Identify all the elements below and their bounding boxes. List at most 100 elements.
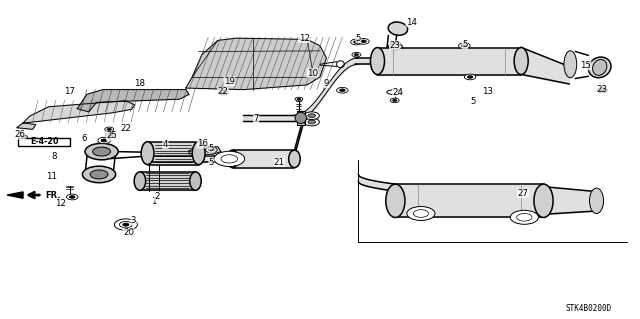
Ellipse shape bbox=[295, 112, 307, 123]
Circle shape bbox=[353, 41, 359, 43]
Text: 5: 5 bbox=[209, 158, 214, 167]
Ellipse shape bbox=[337, 61, 344, 68]
Circle shape bbox=[392, 44, 398, 47]
Circle shape bbox=[600, 89, 605, 92]
Text: FR.: FR. bbox=[45, 190, 61, 200]
Text: 5: 5 bbox=[356, 34, 361, 43]
Text: 25: 25 bbox=[106, 131, 117, 140]
Circle shape bbox=[83, 166, 116, 183]
Circle shape bbox=[101, 139, 108, 142]
FancyBboxPatch shape bbox=[18, 138, 70, 145]
Text: E-4-20: E-4-20 bbox=[30, 137, 58, 146]
Ellipse shape bbox=[134, 172, 146, 190]
Ellipse shape bbox=[189, 172, 201, 190]
Ellipse shape bbox=[593, 59, 607, 75]
Polygon shape bbox=[7, 192, 23, 198]
Circle shape bbox=[467, 76, 473, 78]
Text: 27: 27 bbox=[518, 189, 529, 198]
Circle shape bbox=[19, 135, 28, 139]
Circle shape bbox=[90, 170, 108, 179]
Ellipse shape bbox=[387, 90, 403, 94]
Circle shape bbox=[219, 91, 228, 95]
Text: 12: 12 bbox=[54, 199, 65, 208]
Circle shape bbox=[308, 114, 316, 118]
Circle shape bbox=[413, 210, 429, 217]
Text: 14: 14 bbox=[406, 18, 417, 27]
Text: 13: 13 bbox=[482, 87, 493, 96]
Ellipse shape bbox=[588, 57, 611, 78]
Circle shape bbox=[304, 118, 319, 126]
Circle shape bbox=[105, 127, 114, 131]
Text: 11: 11 bbox=[46, 173, 58, 182]
Text: 3: 3 bbox=[131, 216, 136, 225]
Text: 26: 26 bbox=[14, 130, 26, 139]
Ellipse shape bbox=[192, 142, 205, 165]
Circle shape bbox=[221, 155, 237, 163]
Text: 19: 19 bbox=[224, 77, 235, 86]
Circle shape bbox=[304, 112, 319, 120]
Polygon shape bbox=[23, 101, 135, 123]
Circle shape bbox=[21, 136, 26, 138]
Text: 5: 5 bbox=[470, 97, 476, 106]
Text: 2: 2 bbox=[154, 191, 160, 201]
Circle shape bbox=[354, 54, 358, 56]
Text: STK4B0200D: STK4B0200D bbox=[565, 304, 611, 313]
Text: 5: 5 bbox=[209, 144, 214, 152]
Circle shape bbox=[221, 92, 226, 94]
Circle shape bbox=[390, 42, 401, 48]
Circle shape bbox=[390, 98, 399, 103]
Circle shape bbox=[465, 74, 476, 80]
Circle shape bbox=[516, 213, 532, 221]
Circle shape bbox=[297, 98, 301, 100]
Circle shape bbox=[392, 99, 397, 101]
Text: 23: 23 bbox=[389, 41, 400, 50]
Polygon shape bbox=[77, 90, 189, 112]
Circle shape bbox=[339, 89, 345, 92]
Circle shape bbox=[510, 210, 538, 224]
Circle shape bbox=[107, 128, 111, 130]
Text: 9: 9 bbox=[324, 79, 329, 88]
Text: 7: 7 bbox=[253, 114, 259, 123]
Circle shape bbox=[209, 149, 214, 152]
Ellipse shape bbox=[534, 184, 553, 218]
Circle shape bbox=[85, 143, 118, 160]
Circle shape bbox=[459, 43, 470, 49]
Ellipse shape bbox=[289, 150, 300, 167]
Text: 21: 21 bbox=[274, 158, 285, 167]
Text: 5: 5 bbox=[462, 40, 468, 49]
Circle shape bbox=[337, 87, 348, 93]
Circle shape bbox=[360, 40, 366, 43]
Text: 17: 17 bbox=[64, 87, 75, 96]
Circle shape bbox=[108, 134, 113, 136]
Circle shape bbox=[352, 52, 361, 57]
Circle shape bbox=[358, 39, 369, 44]
Circle shape bbox=[67, 194, 78, 200]
Text: 4: 4 bbox=[163, 140, 168, 149]
Circle shape bbox=[93, 147, 111, 156]
Circle shape bbox=[214, 151, 244, 167]
Ellipse shape bbox=[589, 188, 604, 213]
Text: 10: 10 bbox=[307, 69, 318, 78]
Text: 12: 12 bbox=[298, 34, 310, 43]
Text: 18: 18 bbox=[134, 79, 145, 88]
Circle shape bbox=[407, 206, 435, 220]
Ellipse shape bbox=[388, 22, 408, 35]
Text: 22: 22 bbox=[218, 87, 228, 96]
Ellipse shape bbox=[564, 51, 577, 78]
Ellipse shape bbox=[514, 48, 528, 75]
Circle shape bbox=[120, 221, 132, 228]
Polygon shape bbox=[186, 38, 326, 90]
Text: 24: 24 bbox=[392, 88, 403, 97]
Circle shape bbox=[123, 223, 129, 226]
Ellipse shape bbox=[141, 142, 154, 165]
Text: 22: 22 bbox=[120, 124, 131, 133]
Polygon shape bbox=[297, 111, 305, 124]
Circle shape bbox=[295, 97, 303, 101]
Circle shape bbox=[597, 88, 607, 93]
Text: 8: 8 bbox=[52, 152, 57, 161]
Circle shape bbox=[461, 44, 467, 47]
Ellipse shape bbox=[227, 150, 238, 167]
Text: 23: 23 bbox=[596, 85, 608, 94]
Circle shape bbox=[106, 132, 115, 137]
Circle shape bbox=[205, 147, 217, 153]
